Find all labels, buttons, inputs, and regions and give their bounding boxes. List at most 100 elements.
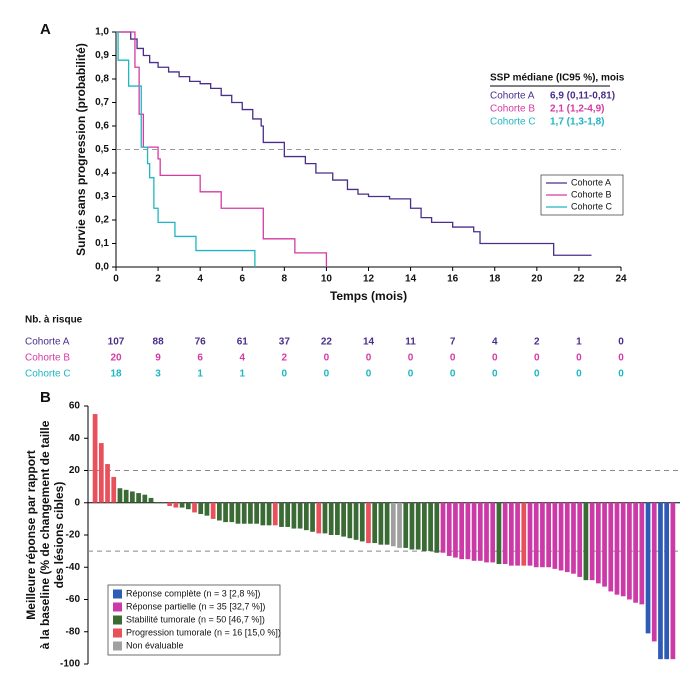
bar bbox=[502, 502, 508, 565]
risk-value: 0 bbox=[492, 353, 498, 364]
bar bbox=[595, 502, 601, 584]
median-name: Cohorte A bbox=[490, 91, 535, 102]
risk-value: 76 bbox=[195, 337, 207, 348]
y-tick-label: 0,2 bbox=[95, 215, 109, 226]
risk-value: 0 bbox=[282, 369, 288, 380]
bar bbox=[490, 502, 496, 563]
bar bbox=[347, 502, 353, 539]
y-tick-label: 20 bbox=[69, 465, 81, 476]
bar bbox=[335, 502, 340, 535]
survival-curve bbox=[116, 31, 592, 256]
y-axis-label: Survie sans progression (probabilité) bbox=[74, 43, 88, 256]
bar bbox=[639, 502, 645, 605]
risk-value: 0 bbox=[366, 369, 372, 380]
bar bbox=[123, 489, 129, 503]
y-tick-label: -20 bbox=[66, 530, 81, 541]
bar bbox=[614, 502, 620, 595]
risk-value: 1 bbox=[239, 369, 245, 380]
bar bbox=[558, 502, 564, 571]
bar bbox=[577, 502, 583, 577]
bar bbox=[316, 502, 322, 534]
y-tick-label: 40 bbox=[69, 433, 81, 444]
bar bbox=[589, 502, 595, 581]
bar bbox=[353, 502, 359, 540]
risk-value: 6 bbox=[197, 353, 203, 364]
x-tick-label: 10 bbox=[321, 274, 333, 285]
legend-swatch bbox=[113, 615, 122, 625]
risk-value: 1 bbox=[197, 369, 203, 380]
bar bbox=[477, 502, 483, 561]
risk-value: 0 bbox=[324, 369, 330, 380]
legend-box bbox=[107, 584, 281, 656]
y-tick-label: -40 bbox=[66, 562, 81, 573]
bar bbox=[217, 502, 222, 521]
bar bbox=[303, 502, 309, 531]
bar bbox=[204, 502, 210, 516]
bar bbox=[285, 502, 291, 527]
bar bbox=[291, 502, 297, 529]
legend-swatch bbox=[113, 628, 122, 638]
bar bbox=[117, 488, 123, 503]
legend-label: Progression tumorale (n = 16 [15,0 %]) bbox=[126, 627, 281, 637]
bar bbox=[223, 502, 228, 523]
x-tick-label: 22 bbox=[573, 274, 585, 285]
bar bbox=[322, 502, 328, 534]
bar bbox=[496, 502, 502, 565]
bar bbox=[533, 502, 539, 568]
bar bbox=[633, 502, 638, 603]
x-axis-label: Temps (mois) bbox=[330, 289, 407, 303]
risk-value: 0 bbox=[618, 369, 624, 380]
y-tick-label: 0,9 bbox=[95, 50, 109, 61]
bar bbox=[328, 502, 334, 535]
bar bbox=[440, 502, 446, 553]
bar bbox=[384, 502, 390, 545]
risk-value: 0 bbox=[408, 353, 414, 364]
bar bbox=[415, 502, 421, 550]
risk-value: 88 bbox=[153, 337, 165, 348]
bar bbox=[428, 502, 433, 552]
bar bbox=[260, 502, 266, 526]
bar bbox=[310, 502, 315, 532]
bar bbox=[540, 502, 545, 568]
bar bbox=[167, 502, 173, 506]
risk-value: 4 bbox=[239, 353, 245, 364]
risk-value: 0 bbox=[618, 353, 624, 364]
bar bbox=[397, 502, 402, 548]
bar bbox=[192, 502, 197, 513]
bar bbox=[465, 502, 471, 560]
legend-label: Cohorte A bbox=[571, 177, 611, 187]
y-tick-label: 60 bbox=[69, 401, 81, 412]
legend-label: Réponse complète (n = 3 [2,8 %]) bbox=[126, 588, 260, 598]
risk-value: 22 bbox=[321, 337, 333, 348]
legend-label: Non évaluable bbox=[126, 640, 184, 650]
y-tick-label: 0,6 bbox=[95, 121, 109, 132]
bar bbox=[92, 414, 98, 503]
median-name: Cohorte B bbox=[490, 104, 535, 115]
x-tick-label: 2 bbox=[155, 274, 161, 285]
risk-value: 3 bbox=[155, 369, 161, 380]
bar bbox=[142, 494, 148, 503]
bar bbox=[229, 502, 235, 523]
bar bbox=[173, 502, 179, 508]
x-tick-label: 4 bbox=[197, 274, 203, 285]
median-value: 1,7 (1,3-1,8) bbox=[550, 117, 604, 128]
risk-value: 0 bbox=[450, 353, 456, 364]
y-tick-label: 0,3 bbox=[95, 191, 109, 202]
risk-value: 37 bbox=[279, 337, 291, 348]
y-tick-label: -100 bbox=[60, 659, 80, 670]
panel-label: B bbox=[40, 389, 51, 406]
risk-title: Nb. à risque bbox=[25, 315, 83, 326]
bar bbox=[620, 502, 626, 597]
bar bbox=[266, 502, 272, 526]
bar bbox=[98, 443, 104, 503]
survival-curve bbox=[116, 31, 256, 267]
bar bbox=[527, 502, 533, 566]
risk-value: 14 bbox=[363, 337, 375, 348]
bar bbox=[645, 502, 651, 634]
panel-label: A bbox=[40, 21, 51, 38]
legend-swatch bbox=[113, 641, 122, 651]
risk-name: Cohorte A bbox=[25, 337, 70, 348]
bar bbox=[515, 502, 520, 566]
risk-name: Cohorte B bbox=[25, 353, 70, 364]
bar bbox=[148, 497, 154, 503]
